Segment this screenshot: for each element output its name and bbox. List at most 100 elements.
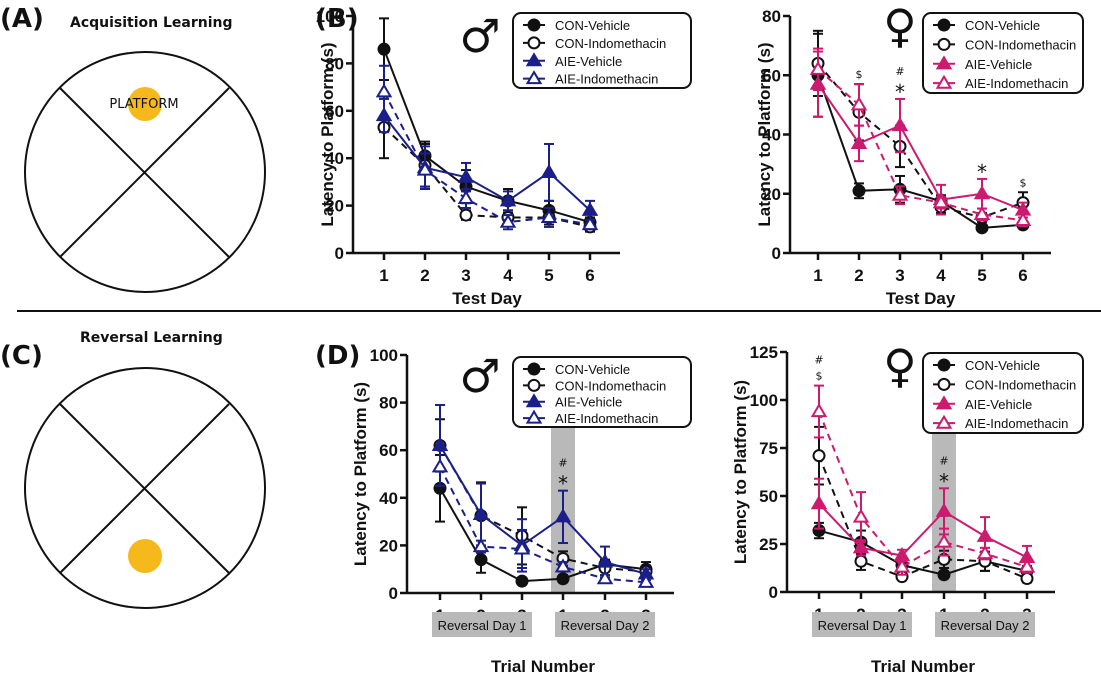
legend-item: AIE-Indomethacin — [933, 74, 1068, 91]
legend-item: AIE-Vehicle — [523, 393, 622, 410]
legend-box — [512, 356, 692, 428]
group-band-label: Reversal Day 1 — [438, 618, 527, 633]
legend-label: AIE-Vehicle — [965, 397, 1032, 412]
series-line — [439, 444, 647, 573]
legend-marker — [525, 70, 543, 85]
x-tick-label: 1 — [813, 266, 822, 285]
legend-item: CON-Indomethacin — [933, 37, 1076, 52]
series-line — [439, 444, 647, 575]
series-line — [817, 83, 1024, 211]
data-point — [810, 495, 828, 510]
legend-label: AIE-Vehicle — [965, 57, 1032, 72]
significance-marker: # — [814, 354, 823, 367]
x-tick-label: 2 — [854, 266, 863, 285]
series-line — [818, 455, 1028, 580]
legend-item: CON-Vehicle — [933, 358, 1040, 373]
chart-b-male: 0 20 40 60 80 100 1 2 3 4 5 6 Test Day Latency to Pla… — [316, 7, 692, 308]
y-tick-label: 75 — [759, 439, 778, 458]
legend-label: CON-Indomethacin — [965, 37, 1076, 52]
data-point — [596, 553, 614, 568]
legend-item: CON-Indomethacin — [933, 377, 1076, 392]
pool-outline — [24, 51, 266, 293]
panel-d-label: (D) — [315, 341, 360, 371]
data-point — [581, 201, 599, 216]
water-maze-reversal — [24, 367, 266, 609]
y-tick-label: 20 — [379, 536, 398, 555]
legend: CON-VehicleCON-IndomethacinAIE-VehicleAI… — [512, 356, 692, 428]
legend-item: CON-Vehicle — [523, 362, 630, 377]
data-point — [416, 161, 434, 176]
platform-marker — [128, 539, 162, 573]
legend-label: AIE-Indomethacin — [555, 411, 658, 426]
data-point — [852, 508, 870, 523]
data-point — [973, 206, 991, 221]
y-tick-label: 0 — [772, 244, 781, 263]
legend-label: CON-Vehicle — [965, 18, 1040, 33]
y-axis-title: Latency to Platform (s) — [755, 42, 774, 226]
series-con-indomethacin — [433, 418, 653, 579]
legend-label: AIE-Vehicle — [555, 54, 622, 69]
legend-item: AIE-Indomethacin — [523, 70, 658, 87]
y-tick-label: 40 — [325, 149, 344, 168]
data-point — [596, 570, 614, 585]
panel-a-label: (A) — [0, 4, 44, 34]
x-tick-label: 6 — [1018, 266, 1027, 285]
legend-marker — [527, 378, 541, 392]
legend-item: CON-Indomethacin — [523, 36, 666, 51]
series-line — [817, 74, 1024, 229]
data-point — [556, 572, 570, 586]
data-point — [1020, 572, 1034, 586]
legend-marker — [935, 55, 953, 70]
pool-outline — [24, 367, 266, 609]
legend-label: AIE-Indomethacin — [965, 416, 1068, 431]
group-band-label: Reversal Day 2 — [561, 618, 650, 633]
legend-item: AIE-Vehicle — [933, 395, 1032, 412]
panel-a: (A) Acquisition Learning PLATFORM — [0, 4, 266, 293]
data-point — [975, 221, 989, 235]
data-point — [1018, 558, 1036, 573]
legend-box — [512, 12, 692, 89]
data-point — [810, 403, 828, 418]
data-point — [809, 60, 827, 75]
platform-label: PLATFORM — [109, 97, 178, 112]
series-aie-indomethacin — [809, 47, 1032, 228]
x-tick-label: 4 — [503, 266, 513, 285]
series-line — [817, 68, 1024, 222]
legend-label: CON-Vehicle — [555, 362, 630, 377]
y-tick-label: 20 — [762, 185, 781, 204]
data-point — [540, 208, 558, 223]
data-point — [375, 83, 393, 98]
legend-label: CON-Indomethacin — [965, 377, 1076, 392]
legend-item: AIE-Vehicle — [933, 55, 1032, 72]
x-axis-title: Test Day — [886, 289, 956, 308]
y-tick-label: 0 — [389, 584, 398, 603]
series-con-indomethacin — [812, 425, 1034, 586]
legend-item: CON-Vehicle — [523, 18, 630, 33]
legend-marker — [527, 18, 541, 32]
quadrant-line — [59, 87, 230, 258]
group-band — [432, 612, 532, 637]
legend-label: CON-Vehicle — [555, 18, 630, 33]
series-line — [818, 411, 1028, 569]
legend-marker — [937, 358, 951, 372]
data-point — [377, 42, 391, 56]
series-aie-indomethacin — [375, 64, 599, 231]
data-point — [637, 573, 655, 588]
panel-a-title: Acquisition Learning — [70, 15, 233, 31]
data-point — [554, 508, 572, 523]
legend-marker — [935, 414, 953, 429]
series-aie-indomethacin — [431, 446, 655, 588]
significance-marker: $ — [856, 68, 863, 81]
x-tick-label: 3 — [461, 266, 470, 285]
series-aie-vehicle — [809, 50, 1032, 219]
data-point — [935, 502, 953, 517]
significance-marker: * — [977, 160, 987, 184]
data-point — [515, 574, 529, 588]
y-axis-title: Latency to Platform (s) — [731, 380, 750, 564]
legend: CON-Vehicle CON-Indomethacin AIE-VehicleAI… — [512, 12, 692, 89]
panel-c-label: (C) — [0, 341, 43, 371]
x-axis-title: Test Day — [452, 289, 522, 308]
data-point — [976, 527, 994, 542]
data-point — [893, 558, 911, 573]
chart-d-male: 020406080100123123Reversal Day 1Reversal… — [351, 346, 692, 674]
